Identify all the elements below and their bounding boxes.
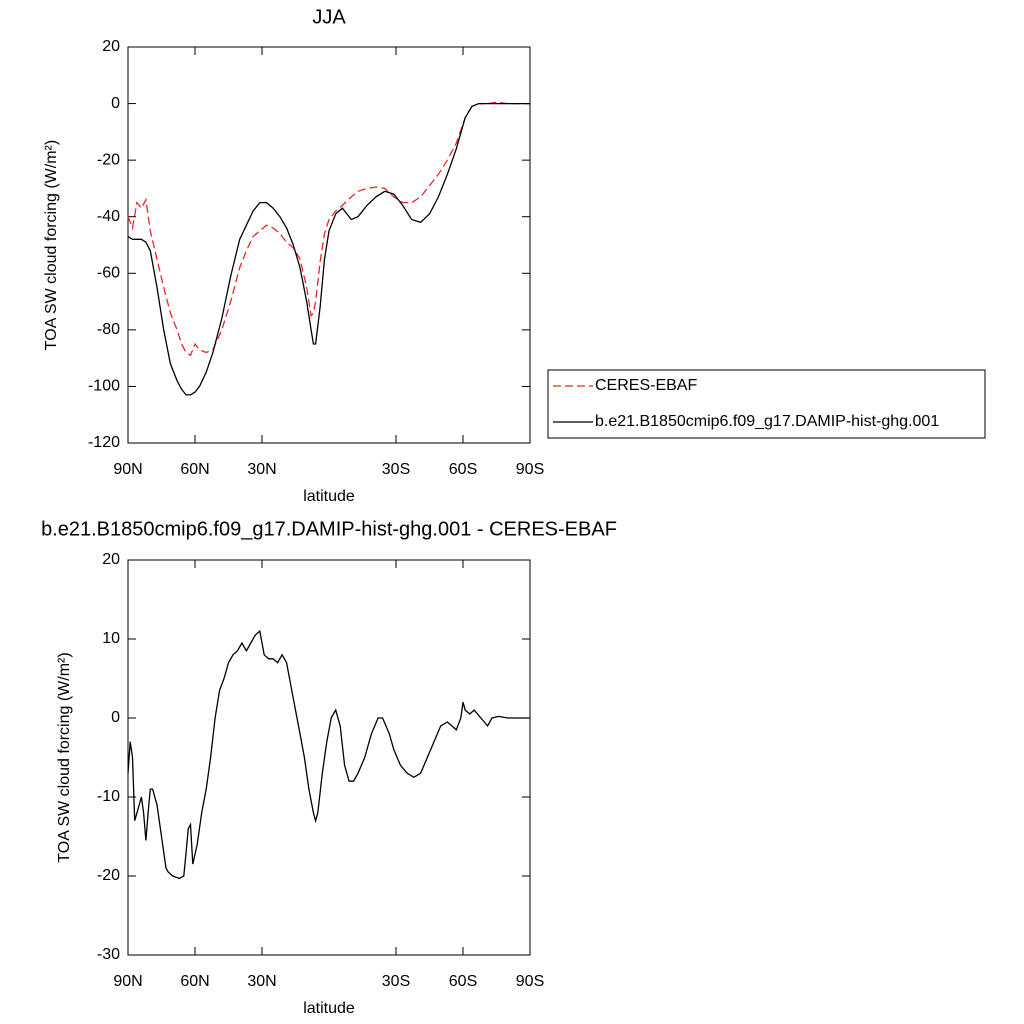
x-tick-label: 30N <box>247 461 276 478</box>
y-axis-label: TOA SW cloud forcing (W/m²) <box>56 652 73 862</box>
legend-label: CERES-EBAF <box>595 377 697 394</box>
y-tick-label: -10 <box>97 788 120 805</box>
x-tick-label: 60N <box>180 973 209 990</box>
plot-frame <box>127 46 531 444</box>
x-tick-label: 90N <box>113 973 142 990</box>
x-tick-label: 30S <box>382 461 410 478</box>
data-line <box>127 102 530 396</box>
y-tick-label: 10 <box>102 630 120 647</box>
x-tick-label: 90S <box>516 973 544 990</box>
x-axis-label: latitude <box>303 1000 355 1017</box>
y-tick-label: 0 <box>111 709 120 726</box>
y-tick-label: -20 <box>97 867 120 884</box>
x-axis-label: latitude <box>303 488 355 505</box>
y-tick-label: -30 <box>97 946 120 963</box>
y-tick-label: 0 <box>111 95 120 112</box>
y-tick-label: 20 <box>102 551 120 568</box>
x-tick-label: 30N <box>247 973 276 990</box>
x-tick-label: 60N <box>180 461 209 478</box>
y-tick-label: -120 <box>88 434 120 451</box>
x-tick-label: 90S <box>516 461 544 478</box>
y-axis-label: TOA SW cloud forcing (W/m²) <box>43 140 60 350</box>
chart-title: JJA <box>312 6 346 28</box>
y-tick-label: 20 <box>102 38 120 55</box>
x-tick-label: 30S <box>382 973 410 990</box>
x-tick-label: 60S <box>449 973 477 990</box>
x-tick-label: 60S <box>449 461 477 478</box>
data-line <box>127 629 530 880</box>
data-line <box>127 101 530 357</box>
x-tick-label: 90N <box>113 461 142 478</box>
y-tick-label: -20 <box>97 151 120 168</box>
plot-frame <box>127 559 531 956</box>
legend-box <box>547 369 986 439</box>
legend-label: b.e21.B1850cmip6.f09_g17.DAMIP-hist-ghg.… <box>595 413 939 430</box>
y-tick-label: -100 <box>88 378 120 395</box>
y-tick-label: -40 <box>97 208 120 225</box>
y-tick-label: -80 <box>97 321 120 338</box>
y-tick-label: -60 <box>97 265 120 282</box>
chart-title: b.e21.B1850cmip6.f09_g17.DAMIP-hist-ghg.… <box>41 518 617 540</box>
